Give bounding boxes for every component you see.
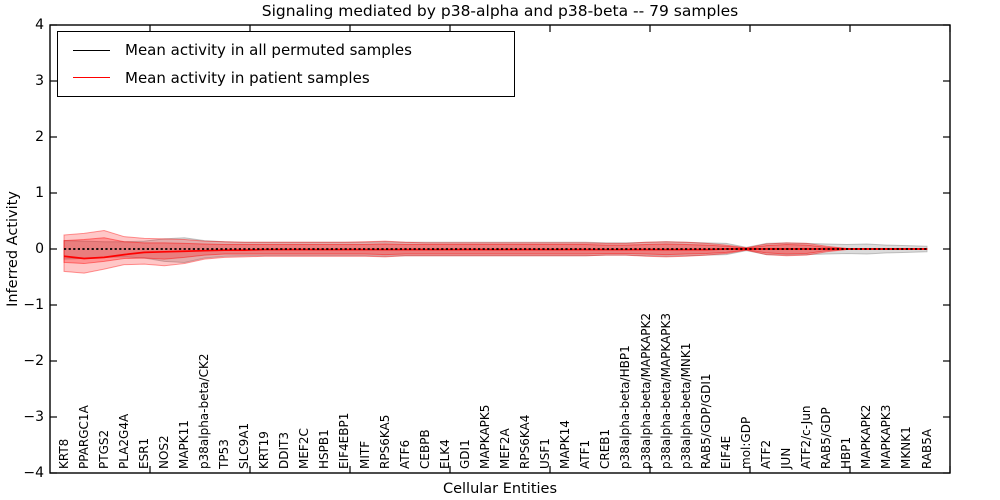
x-tick-label: MAPKAPK2: [859, 404, 874, 469]
x-tick-label: MAPK14: [558, 420, 573, 469]
y-tick-label: −3: [23, 409, 44, 425]
y-tick-label: 4: [35, 17, 44, 33]
x-tick-label: p38alpha-beta/HBP1: [618, 345, 633, 469]
legend-line-sample-black: [73, 49, 110, 51]
x-tick-label: MAPK11: [176, 420, 191, 469]
x-tick-label: USF1: [538, 438, 553, 469]
x-tick-label: RAB5/GDP: [819, 407, 834, 469]
x-tick-label: JUN: [779, 447, 793, 469]
x-tick-label: GDI1: [457, 439, 472, 469]
x-tick-label: RAB5/GDP/GDI1: [698, 373, 713, 469]
legend-label-patient: Mean activity in patient samples: [125, 68, 370, 87]
x-tick-label: KRT8: [56, 438, 71, 469]
x-tick-label: MITF: [357, 440, 372, 469]
legend-entry-patient: Mean activity in patient samples: [73, 69, 514, 87]
y-tick-label: 0: [35, 241, 44, 257]
legend: Mean activity in all permuted samples Me…: [57, 31, 515, 97]
y-tick-label: 3: [35, 73, 44, 89]
x-tick-label: HBP1: [839, 436, 854, 469]
x-tick-label: PPARGC1A: [76, 405, 91, 469]
x-tick-label: MKNK1: [899, 426, 914, 469]
chart-title: Signaling mediated by p38-alpha and p38-…: [261, 2, 739, 20]
x-tick-label: MAPKAPK3: [879, 404, 894, 469]
x-tick-label: EIF4EBP1: [337, 412, 352, 469]
x-tick-label: p38alpha-beta/CK2: [196, 353, 211, 469]
x-tick-label: DDIT3: [277, 432, 292, 469]
x-tick-label: EIF4E: [718, 435, 733, 469]
legend-label-permuted: Mean activity in all permuted samples: [125, 41, 412, 60]
x-tick-label: RPS6KA5: [377, 414, 392, 469]
x-tick-label: NOS2: [156, 435, 171, 469]
legend-entry-permuted: Mean activity in all permuted samples: [73, 41, 514, 59]
x-tick-label: p38alpha-beta/MAPKAPK2: [638, 313, 653, 469]
x-tick-label: p38alpha-beta/MNK1: [678, 342, 693, 469]
x-tick-label: ATF2/c-Jun: [799, 405, 814, 469]
x-tick-label: PTGS2: [96, 429, 111, 469]
x-tick-label: ATF2: [758, 439, 773, 469]
x-tick-label: MEF2C: [297, 428, 312, 469]
x-axis-label: Cellular Entities: [442, 481, 558, 497]
y-tick-label: 2: [35, 129, 44, 145]
x-tick-label: ATF1: [578, 439, 593, 469]
x-tick-label: MAPKAPK5: [477, 404, 492, 469]
x-tick-label: ATF6: [397, 439, 412, 469]
x-tick-label: RAB5A: [919, 428, 934, 469]
x-tick-label: p38alpha-beta/MAPKAPK3: [658, 313, 673, 469]
x-tick-label: ESR1: [136, 437, 151, 469]
x-tick-label: RPS6KA4: [518, 414, 533, 469]
x-tick-label: HSPB1: [317, 429, 332, 469]
x-tick-label: mol:GDP: [738, 416, 753, 469]
y-tick-label: −4: [23, 465, 44, 481]
x-tick-label: TP53: [217, 439, 232, 469]
x-tick-label: ELK4: [437, 439, 452, 469]
x-tick-label: MEF2A: [498, 428, 513, 469]
x-tick-label: KRT19: [257, 431, 272, 469]
legend-line-sample-red: [73, 77, 110, 79]
y-tick-label: −2: [23, 353, 44, 369]
y-tick-label: 1: [35, 185, 44, 201]
x-tick-label: PLA2G4A: [116, 413, 131, 469]
x-tick-label: CREB1: [598, 428, 613, 469]
x-tick-label: SLC9A1: [237, 422, 252, 469]
y-tick-label: −1: [23, 297, 44, 313]
x-tick-label: CEBPB: [417, 429, 432, 469]
